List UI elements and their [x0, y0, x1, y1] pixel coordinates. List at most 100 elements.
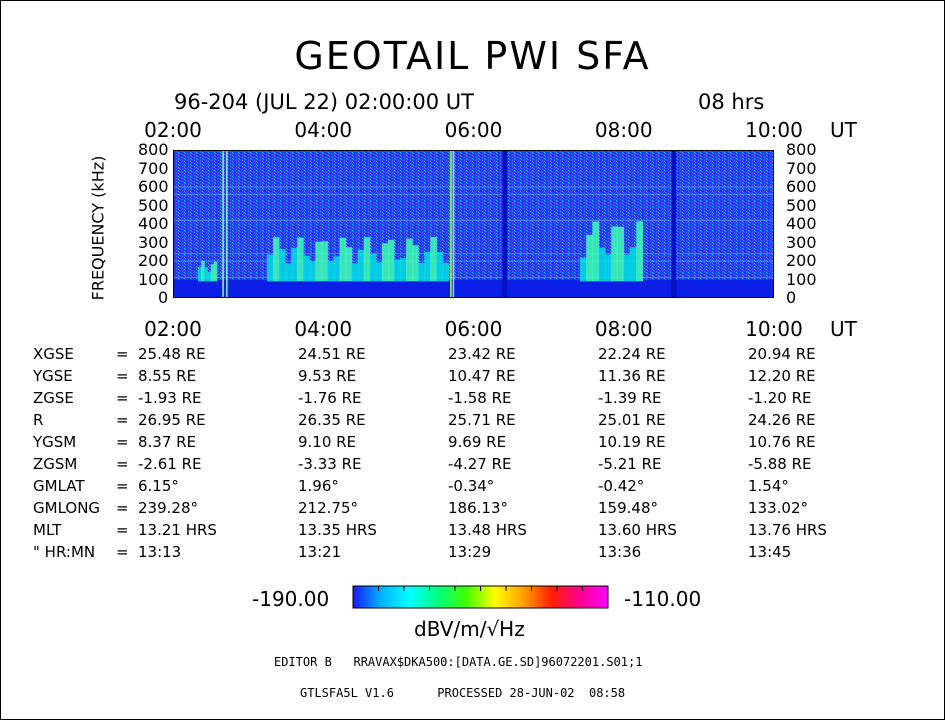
ephemeris-row-name: GMLONG: [33, 499, 101, 517]
emission-patch: [381, 243, 389, 282]
ephemeris-value: -0.42°: [598, 477, 645, 495]
bottom-x-unit: UT: [830, 317, 857, 341]
left-y-tick: 600: [138, 177, 169, 196]
emission-patch: [400, 258, 407, 282]
emission-patch: [339, 237, 347, 282]
ephemeris-separator: =: [116, 477, 129, 495]
left-y-tick: 400: [138, 214, 169, 233]
top-x-unit: UT: [830, 118, 857, 142]
ephemeris-value: -1.93 RE: [138, 389, 202, 407]
ephemeris-value: 1.96°: [298, 477, 339, 495]
ephemeris-row-name: YGSM: [33, 433, 77, 451]
ephemeris-row-name: XGSE: [33, 345, 74, 363]
ephemeris-row-name: GMLAT: [33, 477, 85, 495]
bottom-x-tick: 02:00: [144, 317, 202, 341]
emission-patch: [393, 259, 401, 282]
ephemeris-row-name: YGSE: [33, 367, 73, 385]
chart-subtitle: 96-204 (JUL 22) 02:00:00 UT: [174, 90, 474, 114]
ephemeris-value: -1.58 RE: [448, 389, 512, 407]
emission-patch: [210, 264, 215, 282]
ephemeris-value: -1.76 RE: [298, 389, 362, 407]
ephemeris-value: -1.20 RE: [748, 389, 812, 407]
emission-patch: [630, 246, 637, 282]
y-axis-label: FREQUENCY (kHz): [88, 155, 108, 301]
emission-patch: [279, 249, 286, 282]
ephemeris-value: 13.60 HRS: [598, 521, 677, 539]
emission-patch: [623, 254, 631, 282]
left-y-tick: 0: [158, 288, 169, 307]
emission-patch: [442, 262, 449, 282]
ephemeris-row-name: ZGSM: [33, 455, 78, 473]
emission-patch: [424, 251, 431, 282]
ephemeris-value: 13:21: [298, 543, 342, 561]
ephemeris-value: 9.53 RE: [298, 367, 357, 385]
ephemeris-value: 25.01 RE: [598, 411, 666, 429]
emission-patch: [207, 271, 212, 282]
ephemeris-value: 133.02°: [748, 499, 808, 517]
spectrogram-plot: [173, 150, 774, 298]
ephemeris-value: 23.42 RE: [448, 345, 516, 363]
ephemeris-value: -1.39 RE: [598, 389, 662, 407]
low-frequency-band: [173, 279, 774, 298]
right-y-tick: 700: [786, 158, 817, 178]
right-y-tick: 200: [786, 251, 817, 270]
ephemeris-value: 6.15°: [138, 477, 179, 495]
bottom-x-tick: 10:00: [745, 317, 803, 341]
ephemeris-separator: =: [116, 367, 129, 385]
bottom-x-tick: 04:00: [294, 317, 353, 341]
ephemeris-value: 13.35 HRS: [298, 521, 377, 539]
emission-patch: [586, 234, 593, 282]
emission-patch: [592, 221, 600, 282]
emission-patch: [303, 255, 310, 282]
emission-patch: [266, 254, 274, 282]
ephemeris-value: 13.76 HRS: [748, 521, 827, 539]
emission-patch: [375, 262, 383, 282]
right-y-tick: 0: [786, 288, 797, 307]
bottom-x-tick: 06:00: [444, 317, 503, 341]
ephemeris-value: 1.54°: [748, 477, 789, 495]
right-y-tick: 600: [786, 177, 817, 196]
data-gap: [671, 150, 677, 298]
ephemeris-value: -5.21 RE: [598, 455, 662, 473]
emission-patch: [617, 226, 625, 282]
right-y-tick: 400: [786, 214, 817, 233]
ephemeris-value: 22.24 RE: [598, 345, 666, 363]
colorbar-unit: dBV/m/√Hz: [414, 617, 525, 641]
ephemeris-value: -3.33 RE: [298, 455, 362, 473]
emission-patch: [636, 221, 644, 282]
ephemeris-separator: =: [116, 499, 129, 517]
left-y-tick: 300: [138, 232, 169, 252]
emission-patch: [198, 266, 202, 282]
ephemeris-value: 13:36: [598, 543, 642, 561]
emission-patch: [418, 262, 425, 282]
ephemeris-value: 212.75°: [298, 499, 358, 517]
footer-line: GTLSFA5L V1.6 PROCESSED 28-JUN-02 08:58: [300, 686, 626, 700]
emission-patch: [579, 257, 587, 282]
data-gap: [502, 150, 508, 298]
ephemeris-value: 186.13°: [448, 499, 508, 517]
ephemeris-value: 13.48 HRS: [448, 521, 527, 539]
emission-patch: [315, 241, 322, 282]
ephemeris-value: 10.47 RE: [448, 367, 516, 385]
right-y-tick: 300: [786, 232, 817, 252]
ephemeris-value: 25.71 RE: [448, 411, 516, 429]
ephemeris-separator: =: [116, 389, 129, 407]
ephemeris-row-name: R: [33, 411, 44, 429]
emission-patch: [430, 236, 437, 282]
emission-patch: [611, 226, 618, 282]
top-x-tick: 02:00: [144, 118, 202, 142]
emission-patch: [309, 261, 316, 282]
ephemeris-value: 8.55 RE: [138, 367, 197, 385]
emission-patch: [321, 241, 328, 282]
emission-patch: [213, 261, 218, 282]
ephemeris-separator: =: [116, 521, 129, 539]
right-y-tick: 500: [786, 195, 817, 215]
emission-patch: [333, 256, 341, 282]
emission-patch: [204, 267, 208, 282]
left-y-tick: 100: [138, 269, 169, 289]
right-y-tick: 800: [786, 140, 817, 159]
top-x-tick: 10:00: [745, 118, 803, 142]
emission-patch: [291, 247, 298, 282]
colorbar: [352, 585, 609, 609]
ephemeris-row-name: ZGSE: [33, 389, 74, 407]
